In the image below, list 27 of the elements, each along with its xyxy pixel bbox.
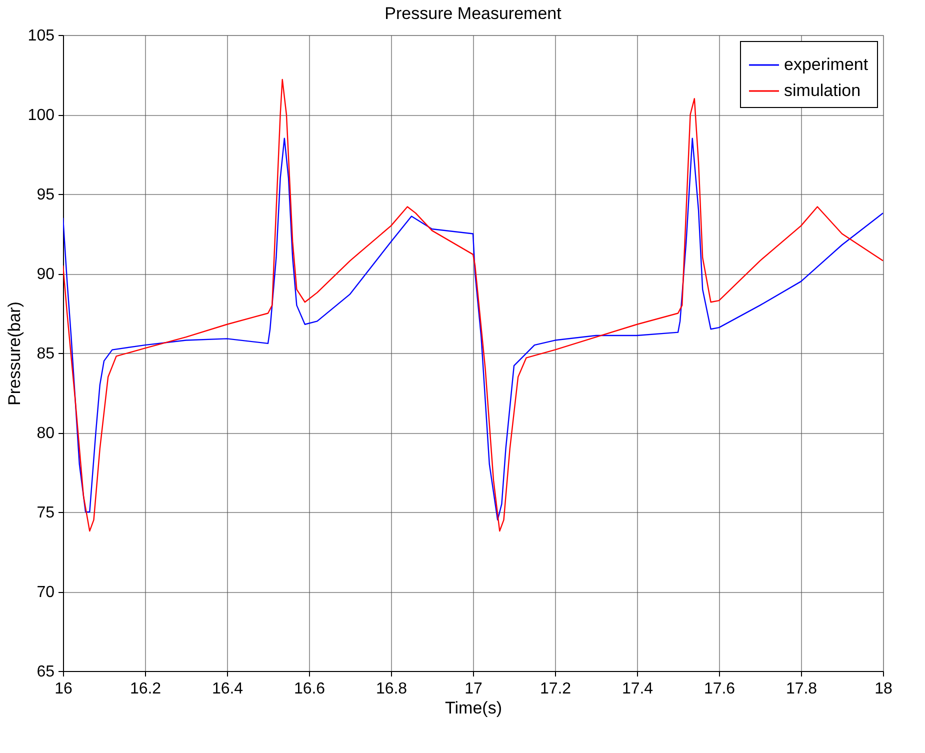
y-tick-label: 70	[36, 584, 55, 601]
y-tick-label: 85	[36, 346, 55, 362]
line-series	[63, 138, 883, 521]
x-tick-label: 16	[54, 680, 72, 698]
y-tick-label: 100	[28, 107, 55, 124]
x-tick-label: 16.4	[212, 680, 244, 698]
y-tick-label: 105	[28, 28, 55, 44]
x-tick-label: 17.2	[540, 680, 572, 698]
y-tick-label: 65	[36, 664, 55, 680]
x-tick-label: 16.2	[130, 680, 162, 698]
x-tick-label: 17.4	[622, 680, 654, 698]
x-tick-label: 16.6	[294, 680, 326, 698]
line-series	[63, 78, 883, 532]
x-axis-title: Time(s)	[445, 698, 502, 718]
y-tick-label: 90	[36, 266, 55, 283]
x-tick-label: 17	[464, 680, 482, 698]
legend-label: simulation	[784, 81, 861, 100]
x-tick-label: 16.8	[376, 680, 408, 698]
legend-label: experiment	[784, 55, 868, 74]
y-tick-label: 75	[36, 504, 55, 522]
y-tick-label: 80	[36, 425, 55, 442]
x-tick-label: 17.6	[704, 680, 736, 698]
y-axis-title: Pressure(bar)	[4, 302, 24, 406]
x-tick-label: 18	[874, 680, 892, 698]
chart-title: Pressure Measurement	[384, 4, 562, 23]
y-tick-label: 95	[36, 186, 55, 204]
x-tick-label: 17.8	[786, 680, 818, 698]
